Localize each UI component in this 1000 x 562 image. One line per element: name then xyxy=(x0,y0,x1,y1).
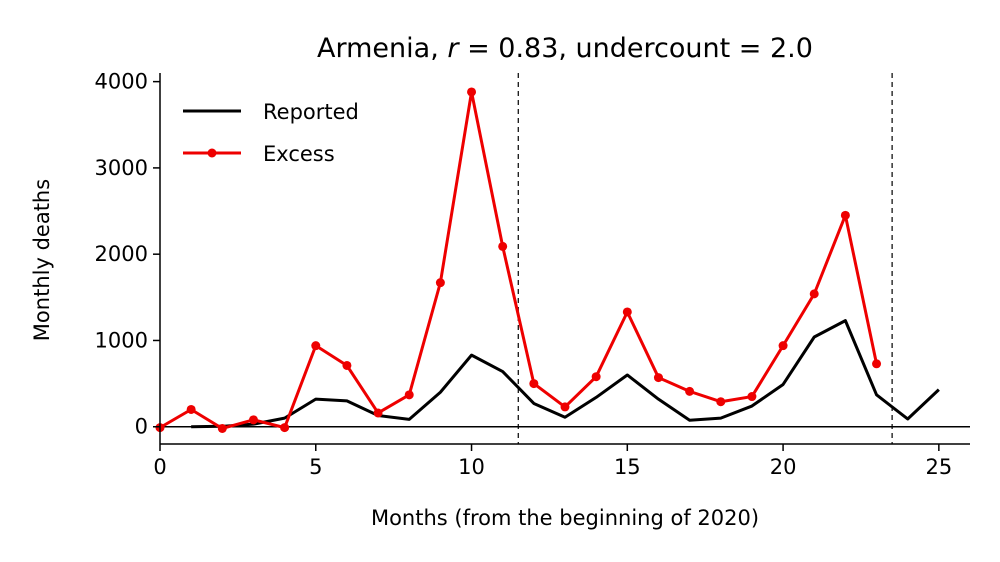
x-tick-label: 15 xyxy=(614,455,641,479)
data-point-excess xyxy=(653,373,663,383)
data-point-excess xyxy=(186,404,196,414)
data-point-excess xyxy=(747,392,757,402)
plot-area xyxy=(155,73,970,444)
y-tick-label: 4000 xyxy=(95,70,148,94)
data-point-excess xyxy=(591,372,601,382)
data-point-excess xyxy=(809,289,819,299)
y-tick-label: 3000 xyxy=(95,156,148,180)
x-tick-label: 10 xyxy=(458,455,485,479)
data-point-excess xyxy=(404,390,414,400)
data-point-excess xyxy=(217,423,227,433)
data-point-excess xyxy=(435,278,445,288)
x-tick-label: 5 xyxy=(309,455,322,479)
x-tick-label: 25 xyxy=(925,455,952,479)
data-point-excess xyxy=(685,386,695,396)
data-point-excess xyxy=(529,379,539,389)
data-point-excess xyxy=(716,397,726,407)
chart-title: Armenia, r = 0.83, undercount = 2.0 xyxy=(317,33,813,64)
y-tick-label: 2000 xyxy=(95,242,148,266)
legend: Reported Excess xyxy=(183,100,359,166)
x-tick-label: 20 xyxy=(770,455,797,479)
y-ticks: 0 1000 2000 3000 4000 xyxy=(95,70,160,439)
legend-reported-label: Reported xyxy=(263,100,359,124)
series-line-excess xyxy=(159,90,879,430)
data-point-excess xyxy=(778,341,788,351)
data-point-excess xyxy=(280,423,290,433)
legend-excess-marker xyxy=(207,148,217,158)
data-point-excess xyxy=(373,408,383,418)
title-rest: = 0.83, undercount = 2.0 xyxy=(458,33,812,64)
data-point-excess xyxy=(311,341,321,351)
legend-excess-label: Excess xyxy=(263,142,335,166)
data-point-excess xyxy=(342,360,352,370)
data-point-excess xyxy=(498,241,508,251)
data-point-excess xyxy=(248,415,258,425)
y-axis-title: Monthly deaths xyxy=(30,179,54,341)
x-ticks: 0 5 10 15 20 25 xyxy=(153,444,952,479)
title-prefix: Armenia, xyxy=(317,33,447,64)
data-point-excess xyxy=(622,307,632,317)
y-tick-label: 0 xyxy=(135,415,148,439)
data-point-excess xyxy=(467,87,477,97)
series-line-reported xyxy=(191,319,940,429)
data-point-excess xyxy=(840,210,850,220)
x-tick-label: 0 xyxy=(153,455,166,479)
data-point-excess xyxy=(872,359,882,369)
title-r-symbol: r xyxy=(447,33,460,64)
y-tick-label: 1000 xyxy=(95,328,148,352)
x-axis-title: Months (from the beginning of 2020) xyxy=(371,506,759,530)
data-point-excess xyxy=(560,402,570,412)
